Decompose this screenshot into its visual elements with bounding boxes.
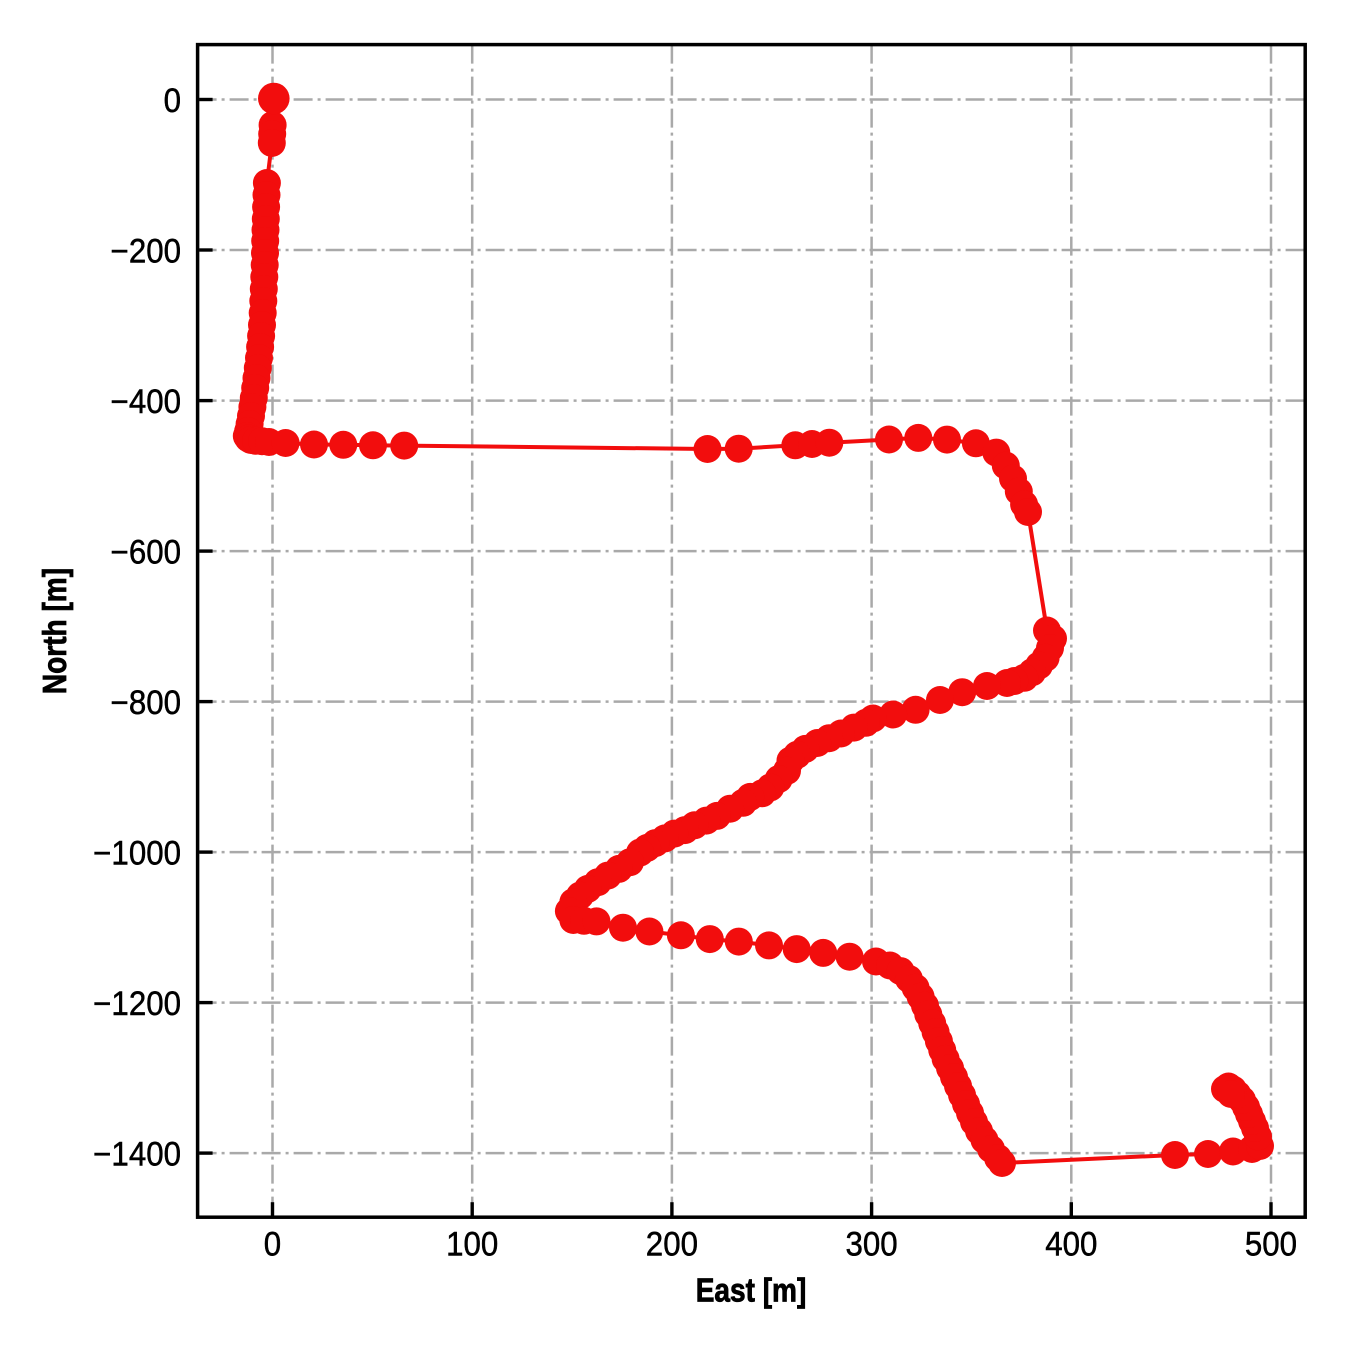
svg-text:0: 0 [164, 81, 181, 120]
svg-text:500: 500 [1245, 1224, 1297, 1263]
svg-text:100: 100 [446, 1224, 498, 1263]
svg-text:East [m]: East [m] [696, 1272, 807, 1309]
svg-text:300: 300 [846, 1224, 898, 1263]
svg-text:200: 200 [646, 1224, 698, 1263]
svg-text:−1400: −1400 [93, 1134, 181, 1173]
svg-text:−200: −200 [111, 231, 181, 270]
svg-text:−400: −400 [111, 382, 181, 421]
svg-text:−600: −600 [111, 532, 181, 571]
svg-text:−1000: −1000 [93, 833, 181, 872]
svg-text:−1200: −1200 [93, 984, 181, 1023]
svg-text:0: 0 [264, 1224, 281, 1263]
svg-text:400: 400 [1045, 1224, 1097, 1263]
svg-text:−800: −800 [111, 683, 181, 722]
svg-text:North [m]: North [m] [37, 568, 74, 694]
